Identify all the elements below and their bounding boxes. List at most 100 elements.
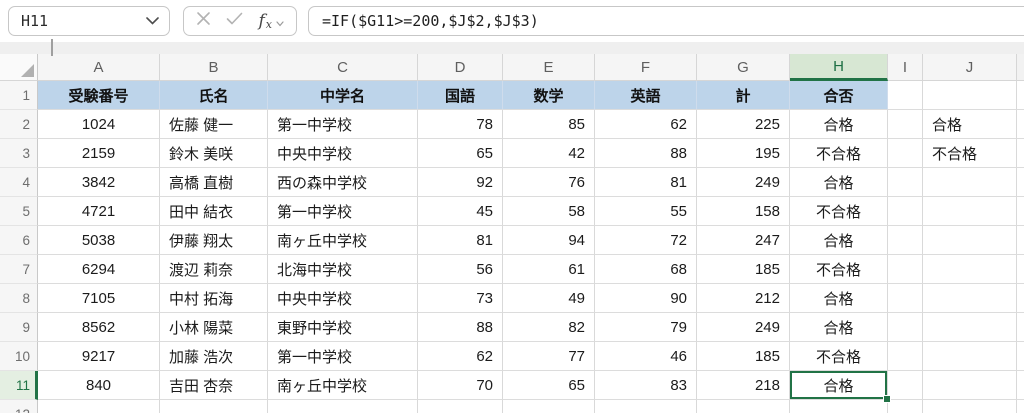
cell-F2[interactable]: 62 bbox=[595, 110, 697, 139]
row-header-8[interactable]: 8 bbox=[0, 284, 38, 313]
cell-F5[interactable]: 55 bbox=[595, 197, 697, 226]
column-header-F[interactable]: F bbox=[595, 54, 697, 81]
cell-A12[interactable] bbox=[38, 400, 160, 413]
cell-E10[interactable]: 77 bbox=[503, 342, 595, 371]
cell-C11[interactable]: 南ヶ丘中学校 bbox=[268, 371, 418, 400]
cell-F4[interactable]: 81 bbox=[595, 168, 697, 197]
row-header-4[interactable]: 4 bbox=[0, 168, 38, 197]
cell-H11[interactable]: 合格 bbox=[790, 371, 891, 403]
cell-B8[interactable]: 中村 拓海 bbox=[160, 284, 268, 313]
cell-G12[interactable] bbox=[697, 400, 790, 413]
cell-C1[interactable]: 中学名 bbox=[268, 81, 418, 110]
cell-C3[interactable]: 中央中学校 bbox=[268, 139, 418, 168]
cell-B7[interactable]: 渡辺 莉奈 bbox=[160, 255, 268, 284]
cell-C10[interactable]: 第一中学校 bbox=[268, 342, 418, 371]
cell-E7[interactable]: 61 bbox=[503, 255, 595, 284]
cell-H9[interactable]: 合格 bbox=[790, 313, 888, 342]
cell-I10[interactable] bbox=[888, 342, 923, 371]
cell-J8[interactable] bbox=[923, 284, 1017, 313]
cell-I2[interactable] bbox=[888, 110, 923, 139]
cell-C5[interactable]: 第一中学校 bbox=[268, 197, 418, 226]
cell-I9[interactable] bbox=[888, 313, 923, 342]
column-header-E[interactable]: E bbox=[503, 54, 595, 81]
cell-A4[interactable]: 3842 bbox=[38, 168, 160, 197]
cell-I5[interactable] bbox=[888, 197, 923, 226]
column-header-A[interactable]: A bbox=[38, 54, 160, 81]
cell-D7[interactable]: 56 bbox=[418, 255, 503, 284]
cell-D3[interactable]: 65 bbox=[418, 139, 503, 168]
cell-A2[interactable]: 1024 bbox=[38, 110, 160, 139]
row-header-6[interactable]: 6 bbox=[0, 226, 38, 255]
cell-B1[interactable]: 氏名 bbox=[160, 81, 268, 110]
cell-D11[interactable]: 70 bbox=[418, 371, 503, 400]
cell-J10[interactable] bbox=[923, 342, 1017, 371]
cell-H6[interactable]: 合格 bbox=[790, 226, 888, 255]
cell-A5[interactable]: 4721 bbox=[38, 197, 160, 226]
cell-E11[interactable]: 65 bbox=[503, 371, 595, 400]
cell-G2[interactable]: 225 bbox=[697, 110, 790, 139]
row-header-11[interactable]: 11 bbox=[0, 371, 38, 400]
column-header-J[interactable]: J bbox=[923, 54, 1017, 81]
cell-H7[interactable]: 不合格 bbox=[790, 255, 888, 284]
cell-F3[interactable]: 88 bbox=[595, 139, 697, 168]
column-header-D[interactable]: D bbox=[418, 54, 503, 81]
cell-B3[interactable]: 鈴木 美咲 bbox=[160, 139, 268, 168]
cell-I6[interactable] bbox=[888, 226, 923, 255]
row-header-3[interactable]: 3 bbox=[0, 139, 38, 168]
cell-E1[interactable]: 数学 bbox=[503, 81, 595, 110]
cell-G11[interactable]: 218 bbox=[697, 371, 790, 400]
cell-C12[interactable] bbox=[268, 400, 418, 413]
cell-G10[interactable]: 185 bbox=[697, 342, 790, 371]
cell-A6[interactable]: 5038 bbox=[38, 226, 160, 255]
cell-H12[interactable] bbox=[790, 400, 888, 413]
cell-E12[interactable] bbox=[503, 400, 595, 413]
row-header-10[interactable]: 10 bbox=[0, 342, 38, 371]
name-box[interactable]: H11 bbox=[8, 6, 170, 36]
cell-G1[interactable]: 計 bbox=[697, 81, 790, 110]
row-header-5[interactable]: 5 bbox=[0, 197, 38, 226]
cell-J9[interactable] bbox=[923, 313, 1017, 342]
cell-A9[interactable]: 8562 bbox=[38, 313, 160, 342]
row-header-7[interactable]: 7 bbox=[0, 255, 38, 284]
cell-C6[interactable]: 南ヶ丘中学校 bbox=[268, 226, 418, 255]
cell-I12[interactable] bbox=[888, 400, 923, 413]
cell-H2[interactable]: 合格 bbox=[790, 110, 888, 139]
cell-A11[interactable]: 840 bbox=[38, 371, 160, 400]
row-header-1[interactable]: 1 bbox=[0, 81, 38, 110]
cell-B12[interactable] bbox=[160, 400, 268, 413]
cell-A3[interactable]: 2159 bbox=[38, 139, 160, 168]
cell-J11[interactable] bbox=[923, 371, 1017, 400]
confirm-check-icon[interactable] bbox=[226, 12, 243, 30]
cell-D9[interactable]: 88 bbox=[418, 313, 503, 342]
cell-D2[interactable]: 78 bbox=[418, 110, 503, 139]
cell-C8[interactable]: 中央中学校 bbox=[268, 284, 418, 313]
cell-J12[interactable] bbox=[923, 400, 1017, 413]
cell-B4[interactable]: 高橋 直樹 bbox=[160, 168, 268, 197]
cell-C9[interactable]: 東野中学校 bbox=[268, 313, 418, 342]
cell-F7[interactable]: 68 bbox=[595, 255, 697, 284]
cell-C2[interactable]: 第一中学校 bbox=[268, 110, 418, 139]
cell-E2[interactable]: 85 bbox=[503, 110, 595, 139]
cell-J5[interactable] bbox=[923, 197, 1017, 226]
cell-F10[interactable]: 46 bbox=[595, 342, 697, 371]
cell-E5[interactable]: 58 bbox=[503, 197, 595, 226]
cell-F1[interactable]: 英語 bbox=[595, 81, 697, 110]
cell-J1[interactable] bbox=[923, 81, 1017, 110]
column-header-C[interactable]: C bbox=[268, 54, 418, 81]
cell-E8[interactable]: 49 bbox=[503, 284, 595, 313]
cell-H8[interactable]: 合格 bbox=[790, 284, 888, 313]
cell-D4[interactable]: 92 bbox=[418, 168, 503, 197]
cell-F8[interactable]: 90 bbox=[595, 284, 697, 313]
column-header-I[interactable]: I bbox=[888, 54, 923, 81]
cell-G9[interactable]: 249 bbox=[697, 313, 790, 342]
cell-D5[interactable]: 45 bbox=[418, 197, 503, 226]
cell-B2[interactable]: 佐藤 健一 bbox=[160, 110, 268, 139]
cell-I1[interactable] bbox=[888, 81, 923, 110]
cell-A1[interactable]: 受験番号 bbox=[38, 81, 160, 110]
select-all-button[interactable] bbox=[0, 54, 38, 81]
row-header-9[interactable]: 9 bbox=[0, 313, 38, 342]
cell-E6[interactable]: 94 bbox=[503, 226, 595, 255]
row-header-12[interactable]: 12 bbox=[0, 400, 38, 413]
cell-F9[interactable]: 79 bbox=[595, 313, 697, 342]
